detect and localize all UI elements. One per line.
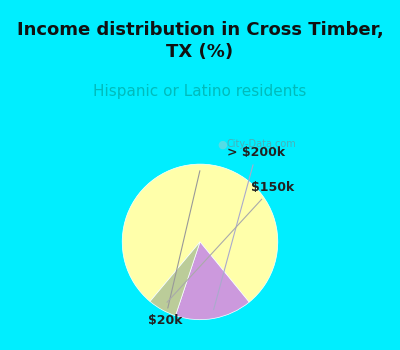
Wedge shape	[122, 164, 278, 302]
Wedge shape	[150, 242, 200, 316]
Text: $20k: $20k	[148, 171, 200, 327]
Text: > $200k: > $200k	[214, 146, 285, 310]
Text: Income distribution in Cross Timber,
TX (%): Income distribution in Cross Timber, TX …	[17, 21, 383, 61]
Text: $150k: $150k	[167, 181, 294, 302]
Text: City-Data.com: City-Data.com	[226, 139, 296, 149]
Text: Hispanic or Latino residents: Hispanic or Latino residents	[93, 84, 307, 99]
Wedge shape	[176, 242, 249, 320]
Text: ●: ●	[218, 139, 227, 149]
